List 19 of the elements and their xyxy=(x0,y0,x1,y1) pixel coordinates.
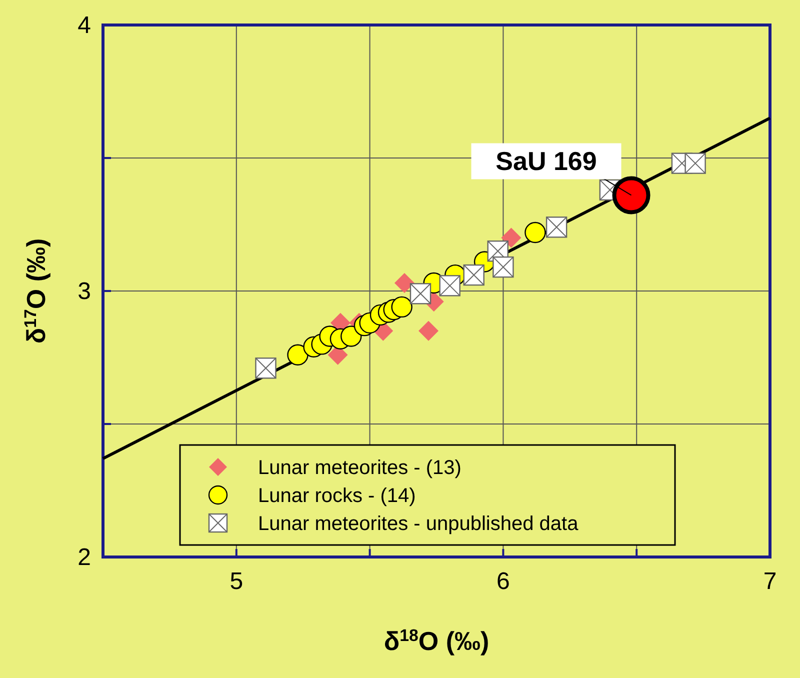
point xyxy=(501,228,522,248)
x-tick-label: 7 xyxy=(763,568,777,595)
y-tick-label: 2 xyxy=(78,544,91,571)
legend-label: Lunar meteorites - unpublished data xyxy=(258,513,580,535)
y-tick-label: 4 xyxy=(78,12,91,39)
annotation: SaU 169 xyxy=(496,146,597,176)
x-tick-label: 5 xyxy=(230,568,244,595)
point xyxy=(612,176,650,214)
point xyxy=(287,344,308,366)
y-tick-label: 3 xyxy=(78,278,91,305)
point xyxy=(340,326,362,347)
point xyxy=(394,273,414,294)
point xyxy=(524,222,546,244)
legend-label: Lunar rocks - (14) xyxy=(258,485,416,507)
point xyxy=(391,296,412,318)
x-tick-label: 6 xyxy=(496,568,510,595)
x-axis-title: δ$^{18}$O (‰) xyxy=(384,626,490,656)
legend-label: Lunar meteorites - (13) xyxy=(258,457,462,479)
point xyxy=(418,320,438,341)
